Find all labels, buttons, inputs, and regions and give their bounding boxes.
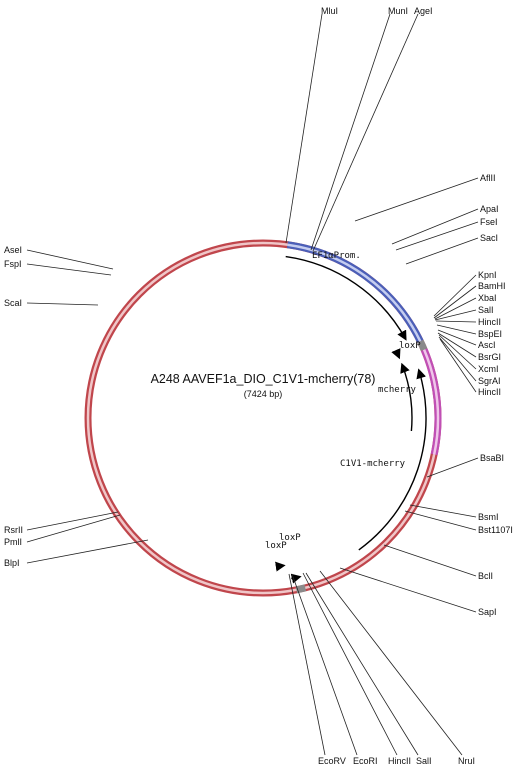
site-label-bspei[interactable]: BspEI: [478, 329, 502, 339]
site-leader: [339, 567, 477, 613]
site-label-agei[interactable]: AgeI: [414, 6, 433, 16]
site-leader: [438, 334, 477, 370]
mcherry-segment-inner: [422, 349, 440, 455]
restriction-sites: MluI MunI AgeI AflII ApaI FseI SacI KpnI…: [4, 6, 513, 766]
site-leader: [26, 539, 149, 564]
site-label-muni[interactable]: MunI: [388, 6, 408, 16]
site-label-bsabi[interactable]: BsaBI: [480, 453, 504, 463]
site-label-bamhi[interactable]: BamHI: [478, 281, 506, 291]
site-label-hincii-2[interactable]: HincII: [478, 387, 501, 397]
site-label-sali[interactable]: SalI: [478, 305, 494, 315]
loxp-arrow-3: [275, 561, 286, 572]
loxp-segment-1: [417, 339, 428, 351]
site-label-pmli[interactable]: PmlI: [4, 537, 22, 547]
site-leader: [285, 13, 323, 244]
site-label-bst1107i[interactable]: Bst1107I: [478, 525, 513, 535]
site-leader: [26, 302, 99, 306]
site-label-fsei[interactable]: FseI: [480, 217, 498, 227]
plasmid-title: A248 AAVEF1a_DIO_C1V1-mcherry(78): [151, 372, 376, 386]
feature-label-loxp-3: loxP: [265, 541, 287, 551]
site-leader: [405, 237, 479, 265]
plasmid-length: (7424 bp): [244, 389, 283, 399]
site-leader: [435, 320, 477, 323]
site-leader: [439, 338, 477, 393]
site-leader: [305, 572, 419, 756]
loxp-segment-2: [295, 584, 307, 594]
site-leader: [437, 329, 477, 346]
site-label-ecorv[interactable]: EcoRV: [318, 756, 346, 766]
site-leader: [26, 249, 114, 270]
feature-label-mcherry: mcherry: [378, 385, 417, 395]
site-label-scai[interactable]: ScaI: [4, 298, 22, 308]
site-leader: [302, 572, 398, 756]
feature-label-loxp-2: loxP: [279, 533, 301, 543]
site-leader: [26, 511, 119, 531]
feature-label-loxp-1: loxP: [399, 341, 421, 351]
site-label-blpi[interactable]: BlpI: [4, 558, 20, 568]
c1v1-mcherry-arrow: [358, 368, 427, 551]
site-label-fspi[interactable]: FspI: [4, 259, 22, 269]
site-leader: [291, 573, 358, 756]
ef1a-promoter-arrow: [285, 255, 407, 341]
site-leader: [438, 336, 477, 382]
site-leader: [434, 297, 477, 320]
site-label-xcmi[interactable]: XcmI: [478, 364, 499, 374]
site-label-xbai[interactable]: XbaI: [478, 293, 497, 303]
loxp-arrow-2: [290, 573, 302, 584]
site-label-hincii-3[interactable]: HincII: [388, 756, 411, 766]
site-leader: [434, 309, 477, 321]
site-label-bcli[interactable]: BclI: [478, 571, 493, 581]
site-leader: [312, 13, 419, 252]
site-label-asei[interactable]: AseI: [4, 245, 22, 255]
site-leader: [310, 13, 391, 251]
site-label-asci[interactable]: AscI: [478, 340, 496, 350]
site-leader: [319, 570, 463, 756]
loxp-arrow-1: [391, 348, 401, 360]
site-label-kpni[interactable]: KpnI: [478, 270, 497, 280]
site-leader: [354, 177, 479, 222]
site-label-sapi[interactable]: SapI: [478, 607, 497, 617]
site-label-mlui[interactable]: MluI: [321, 6, 338, 16]
site-label-hincii[interactable]: HincII: [478, 317, 501, 327]
site-label-sgrai[interactable]: SgrAI: [478, 376, 501, 386]
site-leader: [437, 332, 477, 358]
site-label-apai[interactable]: ApaI: [480, 204, 499, 214]
site-label-ecori[interactable]: EcoRI: [353, 756, 378, 766]
site-label-aflii[interactable]: AflII: [480, 173, 496, 183]
site-leader: [436, 324, 477, 335]
site-label-nrui[interactable]: NruI: [458, 756, 475, 766]
site-leader: [288, 573, 326, 756]
site-leader: [395, 221, 479, 251]
site-label-rsrii[interactable]: RsrII: [4, 525, 23, 535]
feature-label-c1v1: C1V1-mcherry: [340, 459, 406, 469]
mcherry-arrow: [400, 362, 413, 432]
site-leader: [26, 263, 112, 276]
site-label-bsmi[interactable]: BsmI: [478, 512, 499, 522]
site-label-saci[interactable]: SacI: [480, 233, 498, 243]
site-leader: [383, 544, 477, 577]
promoter-segment-inner: [287, 243, 422, 342]
site-leader: [426, 457, 479, 478]
site-leader: [409, 504, 477, 518]
site-label-sali-2[interactable]: SalI: [416, 756, 432, 766]
site-label-bsrgi[interactable]: BsrGI: [478, 352, 501, 362]
site-leader: [433, 285, 477, 319]
site-leader: [404, 510, 477, 531]
feature-label-ef1a: EF1αProm.: [312, 251, 361, 261]
site-leader: [26, 514, 121, 543]
site-leader: [391, 208, 479, 245]
site-leader: [433, 274, 477, 317]
